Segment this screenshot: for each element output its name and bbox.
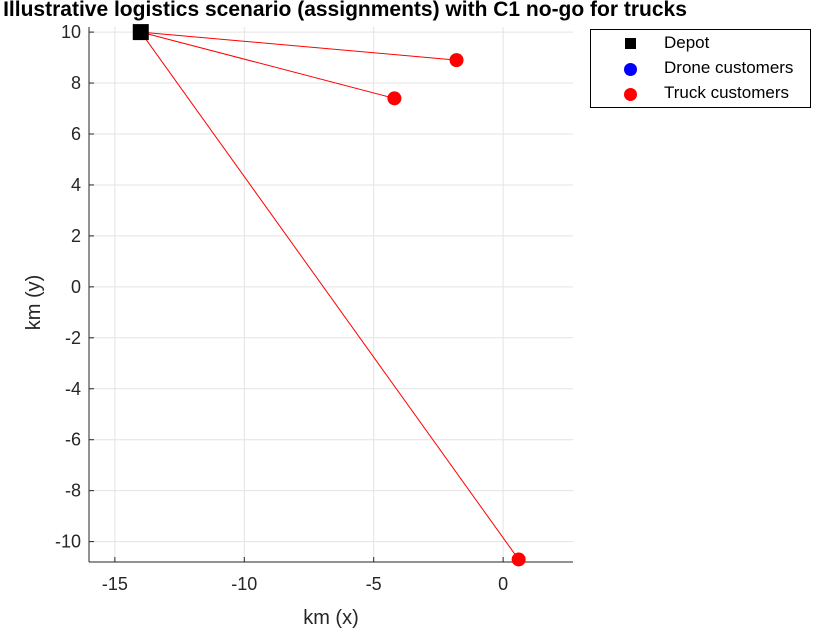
- truck-customer-circle-icon: [624, 88, 637, 101]
- truck-customer-point-1: [387, 91, 402, 106]
- depot-square-icon: [625, 38, 636, 49]
- chart-title: Illustrative logistics scenario (assignm…: [3, 0, 687, 21]
- legend-item-truck-customers: Truck customers: [591, 82, 810, 106]
- truck-customer-point-0: [449, 53, 464, 68]
- route-line-2: [140, 31, 520, 560]
- y-tick-label: -10: [55, 532, 81, 552]
- depot-marker: [132, 24, 149, 41]
- y-tick-label: -8: [65, 481, 81, 501]
- drone-customer-circle-icon: [624, 63, 637, 76]
- x-tick-label: -5: [366, 574, 382, 594]
- legend-label-depot: Depot: [664, 33, 710, 52]
- axes-background: [89, 27, 573, 562]
- y-tick-label: -6: [65, 430, 81, 450]
- y-tick-label: 10: [61, 22, 81, 42]
- route-line-1: [140, 31, 395, 99]
- legend: Depot Drone customers Truck customers: [590, 29, 811, 108]
- y-tick-label: -2: [65, 328, 81, 348]
- x-axis-label: km (x): [303, 607, 359, 629]
- x-tick-label: 0: [498, 574, 508, 594]
- x-tick-label: -15: [102, 574, 128, 594]
- chart-title-container: Illustrative logistics scenario (assignm…: [0, 0, 816, 24]
- y-tick-label: 0: [71, 277, 81, 297]
- y-tick-label: 2: [71, 226, 81, 246]
- x-tick-label: -10: [231, 574, 257, 594]
- y-axis-label: km (y): [23, 275, 45, 331]
- route-line-0: [140, 31, 457, 61]
- legend-label-drone-customers: Drone customers: [664, 58, 794, 77]
- y-tick-label: 8: [71, 73, 81, 93]
- legend-item-depot: Depot: [591, 32, 810, 56]
- y-tick-label: 4: [71, 175, 81, 195]
- legend-item-drone-customers: Drone customers: [591, 57, 810, 81]
- truck-customer-point-2: [511, 552, 526, 567]
- y-tick-label: -4: [65, 379, 81, 399]
- y-tick-label: 6: [71, 124, 81, 144]
- legend-label-truck-customers: Truck customers: [664, 83, 790, 102]
